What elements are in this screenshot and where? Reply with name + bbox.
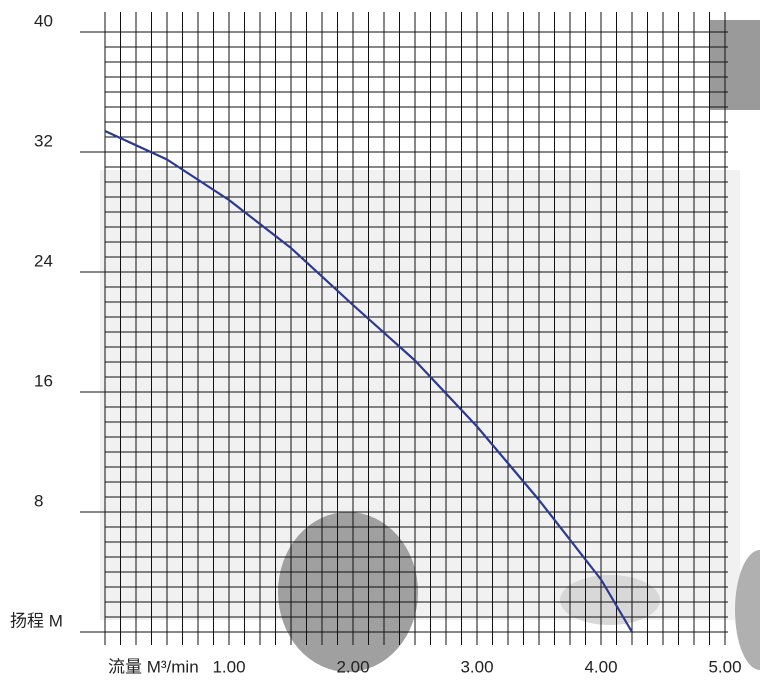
y-tick-label: 32 <box>34 131 53 150</box>
x-tick-label: 2.00 <box>336 657 369 676</box>
x-tick-label: 4.00 <box>584 657 617 676</box>
y-tick-label: 8 <box>34 491 43 510</box>
x-tick-label: 3.00 <box>460 657 493 676</box>
x-tick-label: 1.00 <box>212 657 245 676</box>
y-tick-label: 16 <box>34 371 53 390</box>
y-axis-label: 扬程 M <box>10 611 63 630</box>
y-tick-label: 24 <box>34 251 53 270</box>
y-tick-label: 40 <box>34 11 53 30</box>
line <box>104 130 633 633</box>
x-tick-label: 5.00 <box>708 657 741 676</box>
x-axis-label: 流量 M³/min <box>108 657 199 676</box>
